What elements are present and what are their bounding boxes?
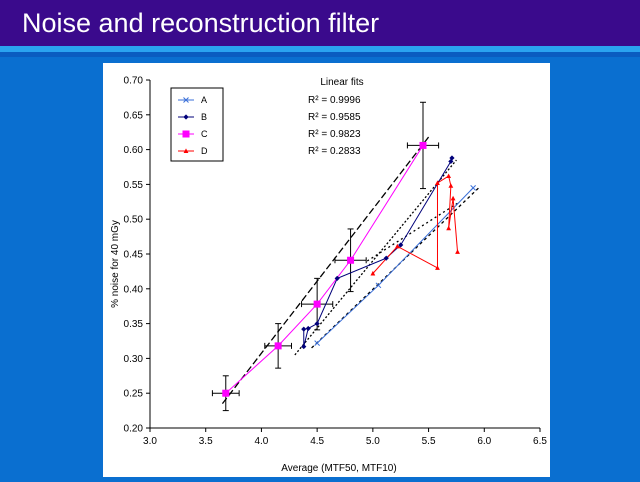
point-a: [375, 282, 382, 289]
point-b: [305, 325, 311, 332]
point-b: [449, 155, 455, 161]
y-axis-label: % noise for 40 mGy: [110, 220, 121, 308]
y-tick-label: 0.25: [124, 389, 144, 400]
fit-line-d: [366, 201, 461, 262]
noise-chart: 3.0 3.5 4.0 4.5 5.0 5.5 6.0 6.5 0.20 0.25 0.30 0.35…: [110, 76, 548, 475]
header-divider-band: [0, 46, 640, 52]
point-b: [448, 158, 454, 165]
x-tick-label: 4.5: [310, 436, 324, 447]
legend-label-a: A: [201, 95, 207, 105]
point-c: [313, 300, 321, 308]
y-tick-label: 0.70: [124, 76, 144, 87]
y-tick-label: 0.55: [124, 180, 144, 191]
point-d: [435, 265, 440, 270]
point-b: [398, 242, 404, 248]
point-d: [446, 173, 452, 179]
fits-title: Linear fits: [320, 77, 363, 88]
r2-label-1: R² = 0.9996: [308, 95, 361, 106]
point-d: [446, 225, 452, 231]
axes: 3.0 3.5 4.0 4.5 5.0 5.5 6.0 6.5 0.20 0.25 0.30 0.35…: [124, 76, 548, 448]
point-c: [222, 389, 230, 397]
legend-label-b: B: [201, 112, 207, 122]
legend-marker-a: [183, 97, 189, 103]
series-markers: [222, 141, 476, 397]
chart-panel: 3.0 3.5 4.0 4.5 5.0 5.5 6.0 6.5 0.20 0.25 0.30 0.35…: [103, 63, 550, 477]
x-tick-label: 5.0: [366, 436, 380, 447]
point-d: [455, 249, 460, 254]
fit-line-c: [221, 136, 430, 405]
point-b: [301, 343, 307, 350]
legend-marker-b: [183, 114, 189, 120]
x-tick-label: 6.0: [477, 436, 491, 447]
point-a: [470, 185, 476, 191]
x-tick-label: 3.0: [143, 436, 157, 447]
x-tick-label: 4.0: [254, 436, 268, 447]
r2-label-4: R² = 0.2833: [308, 146, 361, 157]
legend-label-c: C: [201, 129, 208, 139]
point-d: [394, 243, 400, 249]
y-tick-label: 0.30: [124, 354, 144, 365]
point-c: [274, 342, 282, 350]
y-tick-label: 0.60: [124, 145, 144, 156]
x-tick-label: 6.5: [533, 436, 547, 447]
x-tick-label: 3.5: [199, 436, 213, 447]
x-axis-label: Average (MTF50, MTF10): [281, 463, 396, 474]
point-c: [347, 256, 355, 264]
legend-marker-d: [183, 148, 189, 153]
slide-header: Noise and reconstruction filter: [0, 0, 640, 46]
y-tick-label: 0.20: [124, 424, 144, 435]
y-tick-label: 0.35: [124, 319, 144, 330]
y-tick-label: 0.40: [124, 284, 144, 295]
fit-line-b: [294, 159, 457, 356]
y-tick-label: 0.50: [124, 215, 144, 226]
point-d: [450, 195, 456, 201]
point-b: [301, 326, 307, 332]
legend-label-d: D: [201, 146, 208, 156]
legend-box: [170, 87, 224, 162]
point-b: [383, 255, 389, 261]
y-tick-label: 0.45: [124, 250, 144, 261]
y-tick-label: 0.65: [124, 110, 144, 121]
point-d: [370, 270, 376, 276]
legend-marker-c: [182, 130, 190, 138]
point-c: [419, 141, 427, 149]
slide-title: Noise and reconstruction filter: [22, 8, 380, 38]
point-a: [314, 340, 320, 346]
header-divider-shadow: [0, 52, 640, 57]
r2-label-3: R² = 0.9823: [308, 129, 361, 140]
x-tick-label: 5.5: [422, 436, 436, 447]
point-d: [435, 180, 440, 186]
point-b: [314, 321, 320, 327]
point-d: [448, 183, 454, 188]
r2-label-2: R² = 0.9585: [308, 112, 361, 123]
